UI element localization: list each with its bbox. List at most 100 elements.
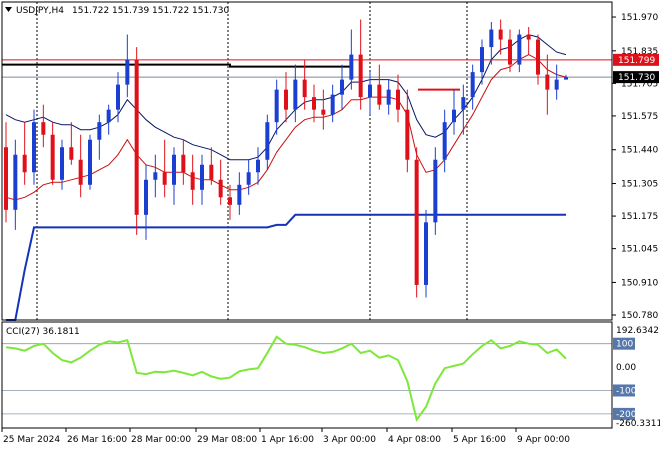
- candle-body: [256, 159, 260, 173]
- cci-axis-label: -100: [616, 386, 637, 396]
- candle-body: [554, 79, 559, 90]
- price-axis-label: 151.045: [621, 245, 658, 255]
- candle-body: [153, 172, 158, 180]
- candle-body: [50, 134, 55, 180]
- candle-body: [470, 72, 475, 98]
- price-axis-label: 151.970: [621, 13, 658, 23]
- candle-body: [396, 89, 400, 110]
- candle-body: [480, 47, 484, 73]
- candle-body: [536, 39, 540, 75]
- candle-body: [172, 154, 176, 185]
- time-axis-label: 28 Mar 00:00: [131, 435, 191, 445]
- ohlc-low: 151.722: [152, 6, 189, 16]
- candle-body: [433, 159, 438, 223]
- candle-body: [284, 89, 288, 110]
- price-axis-label: 150.780: [621, 311, 658, 321]
- time-axis-label: 5 Apr 16:00: [453, 435, 506, 445]
- candle-body: [41, 122, 46, 135]
- candle-body: [340, 79, 344, 95]
- cci-line: [5, 335, 567, 423]
- cci-axis-label: -200: [616, 410, 637, 420]
- ma-red-line: [5, 54, 567, 201]
- candle-body: [424, 222, 428, 285]
- time-axis-label: 25 Mar 2024: [3, 435, 60, 445]
- candle-body: [218, 179, 223, 198]
- candle-body: [498, 29, 503, 40]
- candlesticks: [4, 19, 568, 298]
- price-axis-label: 151.175: [621, 212, 658, 222]
- candle-body: [97, 122, 102, 140]
- chart-menu-arrow-icon[interactable]: [5, 7, 12, 12]
- price-axis-label: 150.910: [621, 278, 658, 288]
- resistance-price-tag: [613, 53, 659, 66]
- price-axis-label: 151.835: [621, 47, 658, 57]
- candle-body: [564, 77, 568, 80]
- candle-body: [489, 29, 494, 48]
- candle-body: [293, 79, 298, 110]
- candle-body: [321, 109, 326, 115]
- ohlc-high: 151.739: [112, 6, 149, 16]
- cci-panel-bg: [2, 322, 612, 428]
- candle-body: [116, 84, 120, 110]
- cci-subwindow: [2, 322, 612, 428]
- candle-body: [274, 89, 279, 123]
- cci-axis-label: 100: [616, 340, 633, 350]
- candle-body: [181, 154, 186, 173]
- candle-body: [377, 84, 382, 105]
- candle-body: [78, 159, 83, 185]
- candle-body: [349, 54, 354, 80]
- cci-level-tag: [613, 407, 635, 420]
- candle-body: [162, 172, 167, 185]
- price-axis-label: 151.575: [621, 112, 658, 122]
- candle-body: [88, 139, 92, 185]
- candle-body: [190, 172, 195, 190]
- time-axis-label: 1 Apr 16:00: [261, 435, 314, 445]
- cci-max-label: 192.6342: [616, 326, 659, 336]
- candle-body: [461, 97, 466, 110]
- chart-frames: [1, 1, 613, 429]
- candle-body: [508, 39, 512, 65]
- candle-body: [22, 154, 27, 173]
- candle-body: [144, 179, 148, 215]
- candle-body: [302, 79, 307, 98]
- candle-body: [125, 59, 130, 85]
- price-axis-label: 151.305: [621, 180, 658, 190]
- signal-line: [6, 213, 566, 321]
- candle-body: [246, 172, 251, 185]
- cci-panel-frame: [1, 321, 613, 429]
- ohlc-close: 151.730: [192, 6, 229, 16]
- candle-body: [405, 109, 410, 160]
- candle-body: [134, 59, 139, 215]
- current-price-tag-text: 151.730: [618, 73, 655, 83]
- candle-body: [442, 122, 447, 160]
- candle-body: [265, 122, 270, 160]
- ohlc-open: 151.722: [72, 6, 109, 16]
- resistance-price-tag-text: 151.799: [618, 56, 655, 66]
- cci-min-label: -260.3311: [616, 419, 660, 429]
- candle-body: [545, 74, 550, 90]
- candle-body: [452, 109, 456, 123]
- candle-body: [13, 154, 18, 210]
- cci-axis-label: 0.00: [616, 363, 636, 373]
- candle-body: [32, 122, 36, 173]
- candle-body: [312, 97, 316, 110]
- price-panel-frame: [1, 1, 613, 321]
- candle-body: [60, 147, 64, 180]
- symbol-label: USDJPY,H4: [16, 6, 64, 16]
- cci-level-tag: [613, 337, 635, 350]
- candle-body: [330, 94, 335, 115]
- support-level-line[interactable]: [2, 63, 350, 68]
- candle-body: [237, 184, 242, 205]
- time-axis-label: 4 Apr 08:00: [388, 435, 441, 445]
- candle-body: [209, 164, 214, 180]
- cci-level-tag: [613, 384, 635, 397]
- price-axis-label: 151.440: [621, 146, 658, 156]
- axis-labels: 151.970 151.835 151.705 151.575 151.440 151.3…: [1, 13, 659, 445]
- current-price-tag: [613, 71, 659, 84]
- candle-body: [368, 84, 372, 98]
- candle-body: [4, 147, 8, 210]
- candle-body: [414, 159, 419, 285]
- candle-body: [358, 54, 363, 98]
